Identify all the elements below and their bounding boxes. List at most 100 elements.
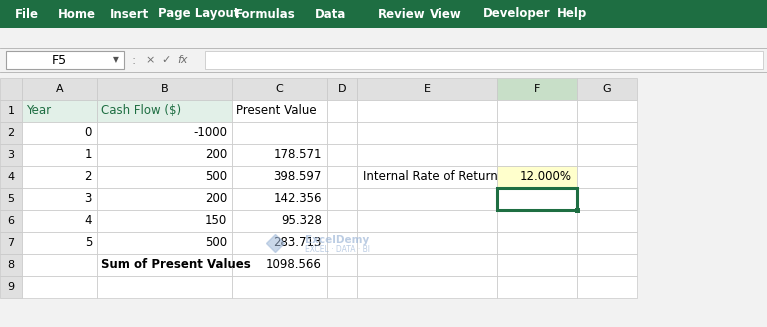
Bar [22, 166, 97, 188]
Bar [0, 188, 22, 210]
Bar [497, 232, 577, 254]
Text: 150: 150 [205, 215, 227, 228]
Bar [357, 232, 497, 254]
Bar [22, 144, 97, 166]
Bar [497, 166, 577, 188]
Text: Insert: Insert [110, 8, 150, 21]
Bar [22, 188, 97, 210]
Text: G: G [603, 84, 611, 94]
Text: fx: fx [178, 55, 188, 65]
Bar [0, 48, 767, 72]
Text: 398.597: 398.597 [274, 170, 322, 183]
Bar [357, 100, 497, 122]
Text: View: View [430, 8, 462, 21]
Bar [577, 144, 637, 166]
Bar [577, 166, 637, 188]
Text: 1: 1 [84, 148, 92, 162]
Text: EXCEL · DATA · BI: EXCEL · DATA · BI [305, 245, 370, 253]
Text: Review: Review [378, 8, 426, 21]
Text: Year: Year [26, 105, 51, 117]
Text: 3: 3 [8, 150, 15, 160]
Bar [357, 122, 497, 144]
Text: Formulas: Formulas [235, 8, 296, 21]
Bar [327, 232, 357, 254]
Text: ✓: ✓ [161, 55, 171, 65]
Text: C: C [275, 84, 283, 94]
Text: E: E [423, 84, 430, 94]
Bar [97, 78, 232, 100]
Text: Developer: Developer [483, 8, 551, 21]
Bar [97, 254, 232, 276]
Bar [22, 232, 97, 254]
Bar [497, 276, 577, 298]
Text: 500: 500 [205, 236, 227, 250]
Bar [357, 78, 497, 100]
Bar [0, 254, 22, 276]
Bar [327, 276, 357, 298]
Bar [357, 276, 497, 298]
Bar [97, 100, 232, 122]
Bar [22, 78, 97, 100]
Text: Help: Help [557, 8, 588, 21]
Bar [232, 254, 327, 276]
Bar [577, 122, 637, 144]
Bar [327, 166, 357, 188]
Text: 3: 3 [84, 193, 92, 205]
Bar [232, 78, 327, 100]
Bar [577, 188, 637, 210]
Bar [327, 100, 357, 122]
Bar [232, 144, 327, 166]
Bar [497, 210, 577, 232]
Text: 95.328: 95.328 [281, 215, 322, 228]
Bar [327, 122, 357, 144]
Bar [0, 122, 22, 144]
Text: Internal Rate of Return: Internal Rate of Return [363, 170, 498, 183]
Bar [577, 100, 637, 122]
Bar [0, 28, 767, 48]
Text: F5: F5 [51, 54, 67, 66]
Text: 283.713: 283.713 [274, 236, 322, 250]
Bar [22, 210, 97, 232]
Bar [97, 232, 232, 254]
Text: 5: 5 [84, 236, 92, 250]
Bar [232, 232, 327, 254]
Bar [205, 51, 763, 69]
Bar [97, 166, 232, 188]
Bar [0, 0, 767, 28]
Bar [497, 188, 577, 210]
Bar [577, 232, 637, 254]
Bar [22, 122, 97, 144]
Bar [232, 166, 327, 188]
Text: Cash Flow ($): Cash Flow ($) [101, 105, 181, 117]
Bar [232, 210, 327, 232]
Text: 4: 4 [84, 215, 92, 228]
Bar [574, 208, 580, 213]
Text: -1000: -1000 [193, 127, 227, 140]
Text: Data: Data [315, 8, 347, 21]
Bar [97, 276, 232, 298]
Bar [577, 78, 637, 100]
Bar [497, 188, 577, 210]
Text: 7: 7 [8, 238, 15, 248]
Bar [22, 254, 97, 276]
Text: 8: 8 [8, 260, 15, 270]
Bar [97, 122, 232, 144]
Text: 1: 1 [8, 106, 15, 116]
Text: 178.571: 178.571 [274, 148, 322, 162]
Bar [327, 210, 357, 232]
Text: File: File [15, 8, 39, 21]
Bar [232, 122, 327, 144]
Bar [357, 144, 497, 166]
Text: F: F [534, 84, 540, 94]
Text: A: A [56, 84, 64, 94]
Bar [497, 144, 577, 166]
Bar [497, 78, 577, 100]
Bar [327, 254, 357, 276]
Text: Present Value: Present Value [236, 105, 317, 117]
Bar [577, 254, 637, 276]
Bar [0, 166, 22, 188]
Text: Sum of Present Values: Sum of Present Values [101, 259, 251, 271]
Text: 5: 5 [8, 194, 15, 204]
Bar [0, 210, 22, 232]
Bar [22, 100, 97, 122]
